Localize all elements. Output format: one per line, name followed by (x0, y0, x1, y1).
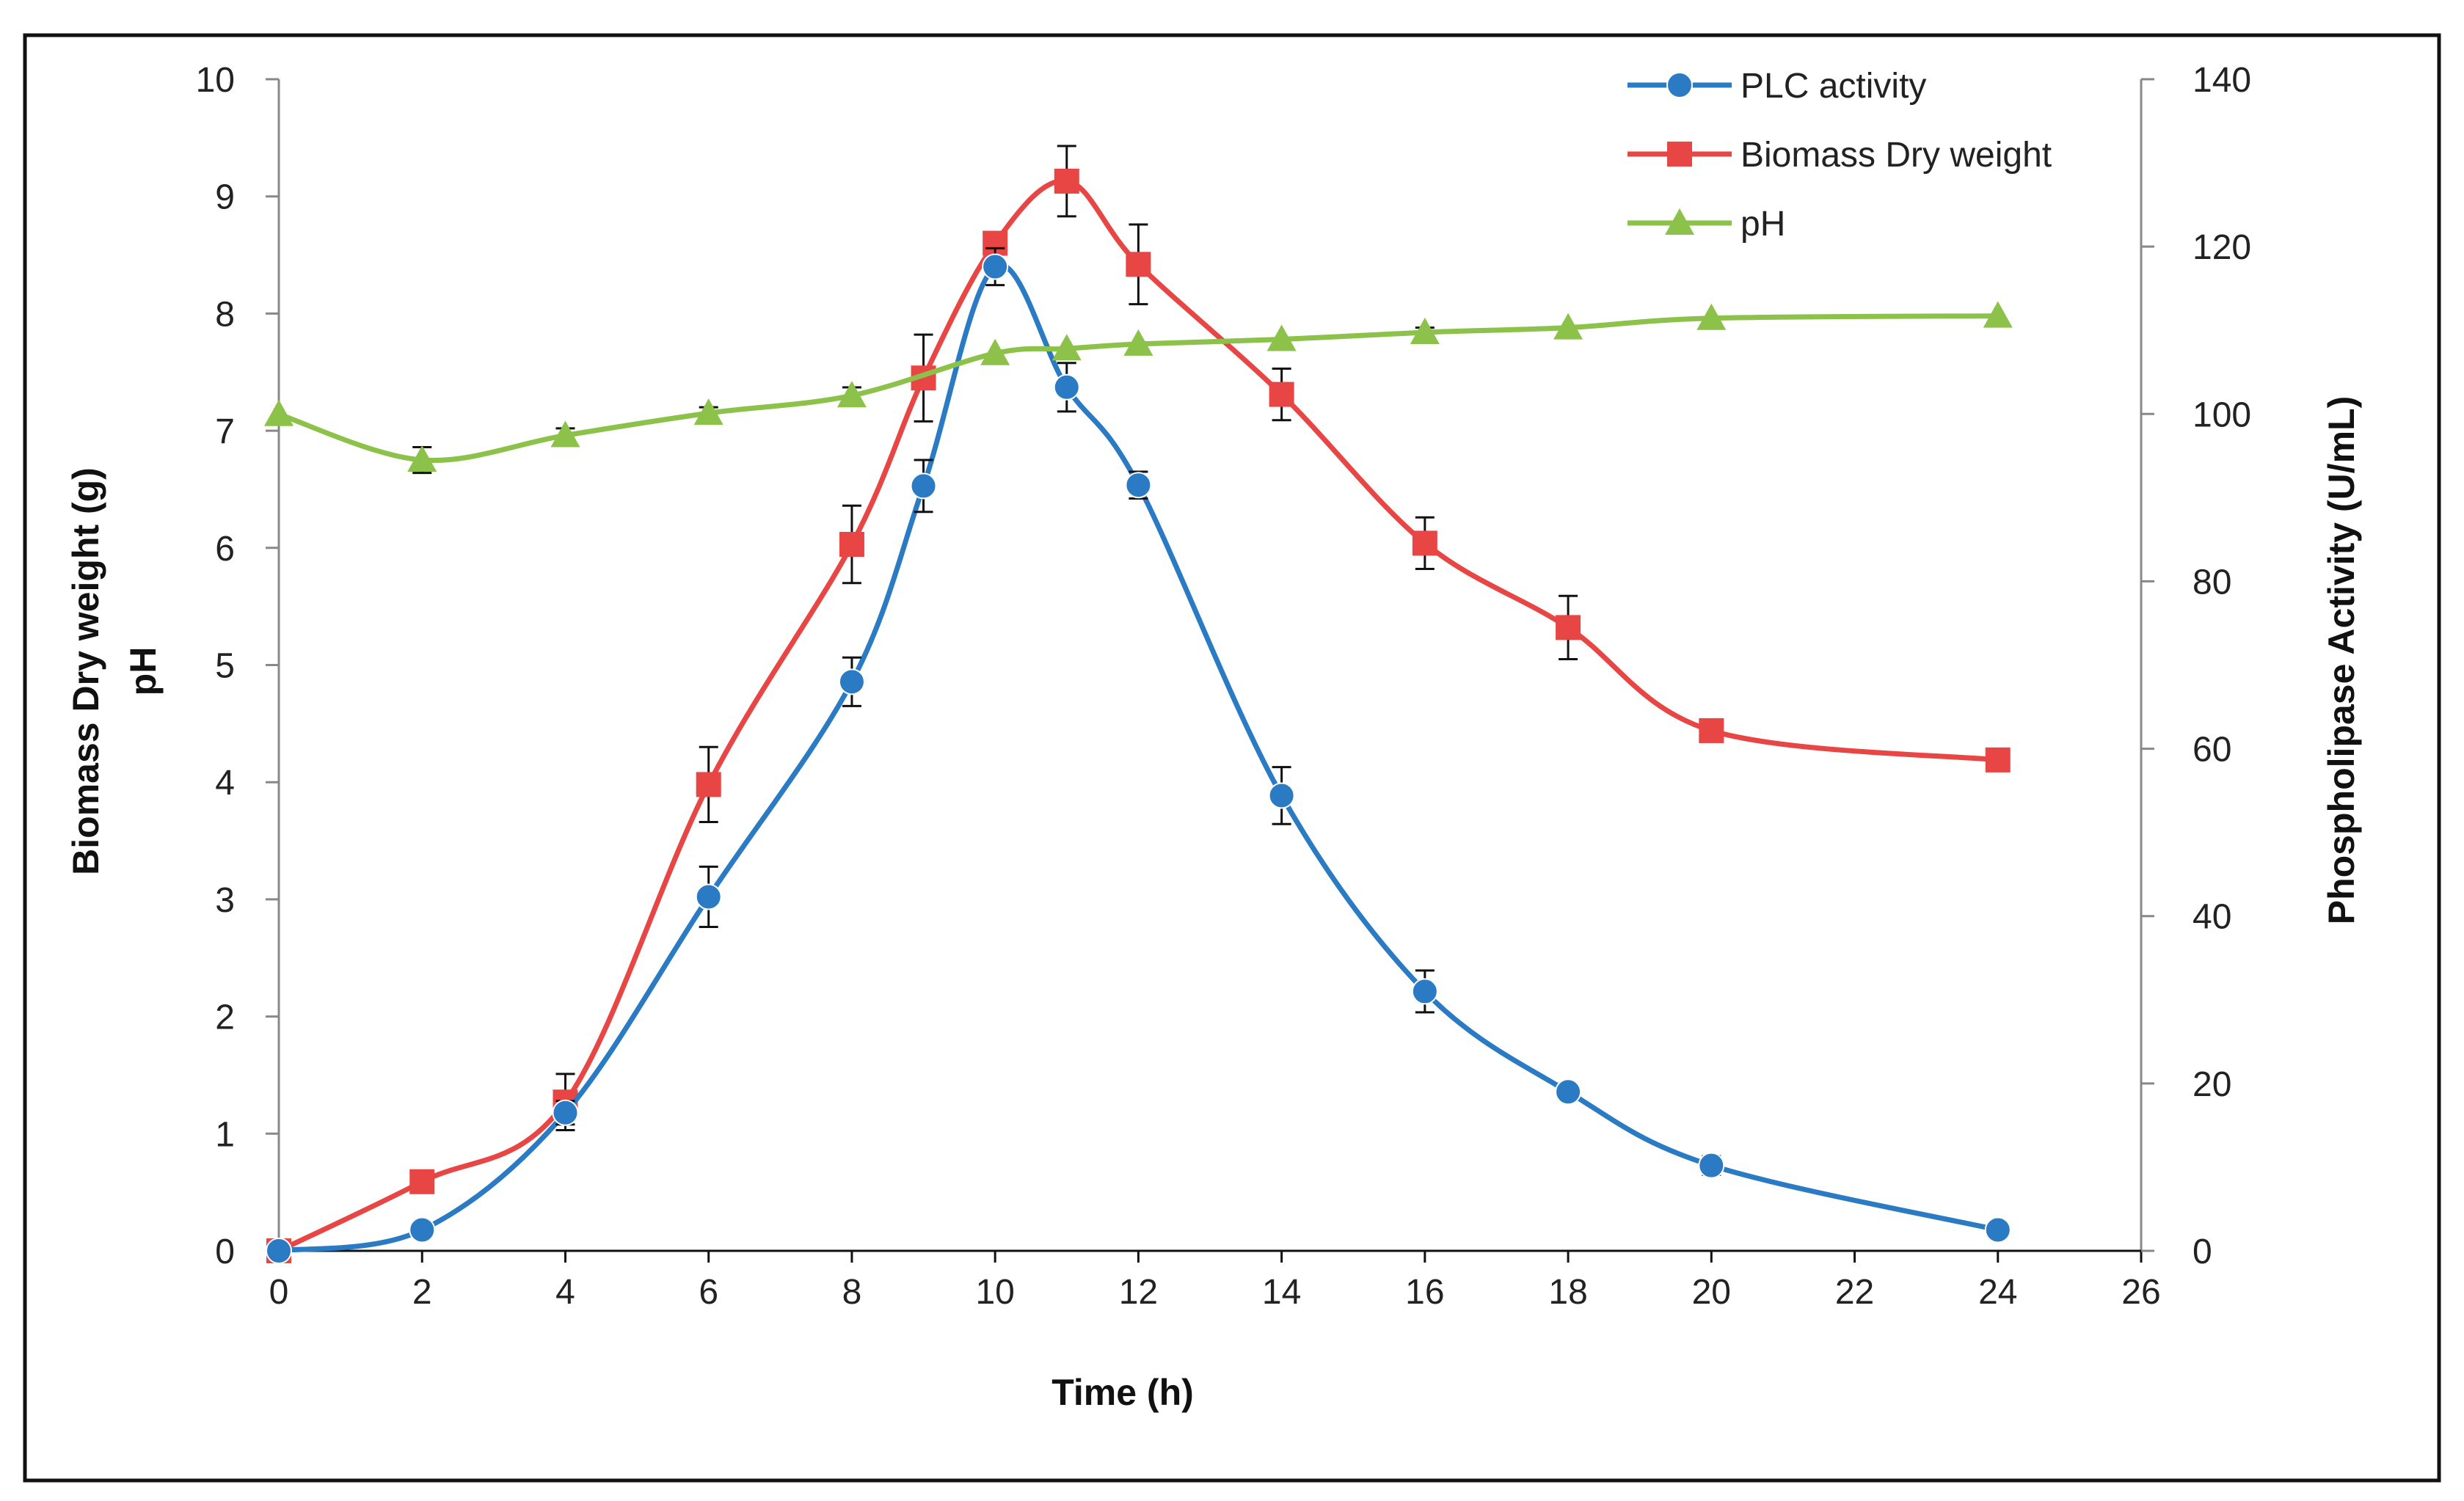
y2-tick-label: 100 (2193, 395, 2251, 434)
data-point-plc-activity (1268, 782, 1295, 809)
data-point-plc-activity (1984, 1216, 2011, 1243)
x-tick-label: 16 (1405, 1273, 1444, 1312)
x-tick-label: 24 (1978, 1273, 2017, 1312)
y-tick-label: 1 (215, 1115, 235, 1154)
legend-label-plc-activity: PLC activity (1741, 67, 1926, 106)
data-point-plc-activity (1125, 472, 1152, 499)
y-tick-label: 9 (215, 178, 235, 217)
legend-marker-biomass-dry-weight (1667, 142, 1692, 167)
data-point-plc-activity (910, 472, 937, 500)
y-tick-label: 3 (215, 881, 235, 920)
data-point-biomass-dry-weight (1269, 381, 1294, 407)
x-tick-label: 20 (1692, 1273, 1731, 1312)
x-tick-label: 2 (412, 1273, 432, 1312)
data-point-ph (1983, 301, 2013, 328)
x-tick-label: 18 (1548, 1273, 1587, 1312)
legend-marker-ph (1665, 208, 1694, 235)
x-tick-label: 8 (842, 1273, 862, 1312)
y2-tick-label: 120 (2193, 228, 2251, 267)
data-point-plc-activity (552, 1099, 579, 1126)
data-point-biomass-dry-weight (1412, 530, 1437, 556)
x-tick-label: 26 (2121, 1273, 2160, 1312)
chart-border (23, 33, 2441, 1483)
data-point-biomass-dry-weight (1699, 717, 1724, 743)
data-point-plc-activity (1053, 373, 1080, 401)
data-point-plc-activity (1411, 978, 1438, 1005)
data-point-plc-activity (1698, 1152, 1725, 1179)
y-axis-title: Biomass Dry weight (g) (65, 467, 106, 875)
x-axis-title: Time (h) (1051, 1372, 1194, 1413)
y2-axis-title: Phospholipase Activity (U/mL) (2321, 396, 2362, 924)
data-point-ph (1051, 334, 1082, 361)
data-point-biomass-dry-weight (1054, 168, 1079, 194)
y2-tick-label: 80 (2193, 563, 2231, 602)
y-tick-label: 4 (215, 764, 235, 803)
data-point-ph (1410, 317, 1440, 344)
y2-tick-label: 20 (2193, 1065, 2231, 1104)
data-point-biomass-dry-weight (1985, 747, 2011, 773)
data-point-plc-activity (266, 1238, 292, 1264)
data-point-ph (1696, 303, 1727, 330)
data-point-ph (1123, 329, 1153, 356)
x-tick-label: 12 (1119, 1273, 1158, 1312)
data-point-ph (407, 445, 437, 472)
x-tick-label: 0 (269, 1273, 289, 1312)
data-point-ph (1266, 324, 1297, 351)
y-tick-label: 6 (215, 530, 235, 569)
x-tick-label: 4 (555, 1273, 575, 1312)
legend-marker-plc-activity (1666, 72, 1693, 98)
legend-label-biomass-dry-weight: Biomass Dry weight (1741, 136, 2052, 175)
x-tick-label: 6 (699, 1273, 718, 1312)
data-point-biomass-dry-weight (1126, 252, 1151, 277)
data-point-plc-activity (838, 668, 865, 695)
y-tick-label: 8 (215, 295, 235, 334)
data-point-plc-activity (409, 1216, 436, 1243)
data-point-ph (264, 399, 294, 426)
y-tick-label: 10 (196, 61, 235, 100)
y2-tick-label: 140 (2193, 61, 2251, 100)
data-point-plc-activity (695, 883, 722, 910)
y-tick-label: 7 (215, 412, 235, 451)
data-point-biomass-dry-weight (696, 772, 721, 797)
data-point-biomass-dry-weight (1556, 615, 1581, 640)
x-tick-label: 10 (975, 1273, 1014, 1312)
y2-tick-label: 0 (2193, 1232, 2212, 1271)
y-tick-label: 5 (215, 647, 235, 686)
data-point-biomass-dry-weight (409, 1169, 435, 1194)
series-line-plc-activity (276, 262, 2001, 1254)
y2-tick-label: 40 (2193, 898, 2231, 937)
data-point-ph (836, 381, 867, 408)
x-tick-label: 14 (1262, 1273, 1301, 1312)
data-point-ph (550, 420, 580, 448)
x-tick-label: 22 (1835, 1273, 1874, 1312)
data-point-ph (1553, 313, 1583, 340)
data-point-ph (980, 338, 1010, 365)
data-point-ph (693, 398, 723, 426)
y-tick-label: 2 (215, 998, 235, 1037)
y-axis-title-ph: pH (123, 647, 164, 696)
data-point-biomass-dry-weight (839, 532, 864, 558)
y-tick-label: 0 (215, 1232, 235, 1271)
y2-tick-label: 60 (2193, 731, 2231, 770)
legend-label-ph: pH (1741, 205, 1785, 244)
data-point-plc-activity (1555, 1078, 1582, 1106)
data-point-plc-activity (982, 253, 1009, 280)
